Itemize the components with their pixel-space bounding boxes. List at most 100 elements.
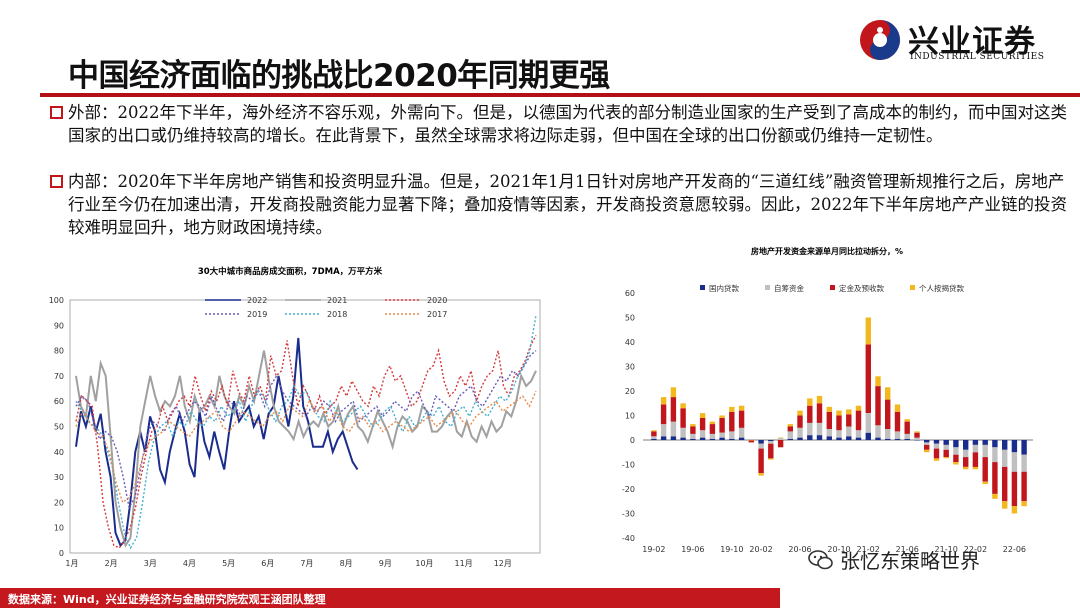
bar-segment <box>846 426 852 437</box>
bar-segment <box>660 397 667 405</box>
x-tick-label: 22-06 <box>1003 545 1026 554</box>
bar-segment <box>660 404 667 425</box>
y-tick-label: -20 <box>622 485 635 494</box>
bar-segment <box>651 436 657 439</box>
bar-segment <box>690 424 696 427</box>
bar-segment <box>826 436 832 440</box>
bar-segment <box>1002 449 1008 467</box>
chart-title: 房地产开发资金来源单月同比拉动拆分，% <box>751 246 903 256</box>
x-tick-label: 4月 <box>183 559 196 568</box>
bar-segment <box>670 397 677 422</box>
bar-segment <box>885 429 891 439</box>
legend-label: 2019 <box>247 310 267 319</box>
bar-segment <box>738 410 745 428</box>
bar-segment <box>875 437 881 440</box>
bar-segment <box>768 440 774 442</box>
housing-sales-line-chart: 30大中城市商品房成交面积，7DMA，万平方米 0 10 20 30 40 50 60 70 80… <box>49 266 541 568</box>
bar-segment <box>875 386 881 426</box>
bar-segment <box>963 449 969 458</box>
bar-segment <box>963 457 969 467</box>
series-line-2019 <box>75 350 537 510</box>
x-tick-label: 7月 <box>300 559 313 568</box>
bar-segment <box>777 437 784 439</box>
bar-segment <box>699 430 706 438</box>
bullet-external: 外部：2022年下半年，海外经济不容乐观，外需向下。但是，以德国为代表的部分制造… <box>50 101 1068 147</box>
bar-segment <box>953 447 959 455</box>
bar-segment <box>787 424 793 427</box>
bar-segment <box>1011 452 1018 472</box>
bar-segment <box>933 443 940 449</box>
bar-segment <box>963 440 969 450</box>
y-tick-label: 90 <box>54 321 64 330</box>
bar-segment <box>904 438 910 440</box>
bar-segment <box>992 447 998 462</box>
bar-segment <box>826 429 832 437</box>
y-tick-label: 60 <box>54 397 64 406</box>
footer: 数据来源：Wind，兴业证券经济与金融研究院宏观王涵团队整理 <box>0 588 1080 608</box>
bar-segment <box>885 387 891 400</box>
bar-segment <box>943 440 949 445</box>
bar-segment <box>660 436 667 440</box>
y-tick-label: -40 <box>622 534 635 543</box>
x-tick-label: 21-10 <box>935 545 958 554</box>
y-tick-label: 20 <box>625 387 635 396</box>
bar-segment <box>855 405 862 411</box>
logo-name-cn: 兴业证券 <box>908 24 1036 60</box>
bar-segment <box>855 410 862 431</box>
bullet-square-icon <box>50 106 63 119</box>
bullet-text: 内部：2020年下半年房地产销售和投资明显升温。但是，2021年1月1日针对房地… <box>68 172 1067 237</box>
bar-segment <box>972 466 979 470</box>
bar-segment <box>651 431 657 437</box>
legend-label: 2018 <box>327 310 347 319</box>
bar-segment <box>738 427 745 438</box>
bar-segment <box>719 432 725 438</box>
bar-segment <box>1002 440 1008 450</box>
bar-segment <box>1021 440 1027 455</box>
y-tick-label: 70 <box>54 372 64 381</box>
bar-segment <box>699 417 706 431</box>
x-tick-label: 6月 <box>261 559 274 568</box>
bar-segment <box>680 408 686 428</box>
bar-segment <box>758 448 764 474</box>
bar-segment <box>1002 466 1008 502</box>
bar-segment <box>797 437 803 440</box>
x-tick-label: 3月 <box>144 559 157 568</box>
watermark-text: 张忆东策略世界 <box>840 549 980 573</box>
bar-segment <box>748 440 754 443</box>
bar-segment <box>953 440 959 448</box>
bar-segment <box>758 473 764 476</box>
series-line-2018 <box>75 315 537 550</box>
bar-segment <box>914 432 920 438</box>
bar-segment <box>699 413 706 418</box>
x-tick-label: 21-02 <box>857 545 880 554</box>
x-tick-label: 22-02 <box>964 545 987 554</box>
x-tick-label: 20-06 <box>788 545 811 554</box>
wechat-icon <box>808 549 833 569</box>
bar-segment <box>709 424 716 434</box>
company-logo: 兴业证券 INDUSTRIAL SECURITIES <box>858 14 1068 66</box>
x-tick-label: 10月 <box>415 559 433 568</box>
bar-segment <box>651 430 657 432</box>
chart-title: 30大中城市商品房成交面积，7DMA，万平方米 <box>198 266 383 277</box>
bar-segment <box>719 415 725 418</box>
bar-segment <box>738 437 745 440</box>
bar-segment <box>865 432 871 440</box>
bar-segment <box>680 437 686 440</box>
y-tick-label: 40 <box>54 448 64 457</box>
wechat-watermark: 张忆东策略世界 <box>808 545 980 574</box>
bar-segment <box>709 433 716 439</box>
x-tick-label: 9月 <box>379 559 392 568</box>
bar-segment <box>768 441 774 444</box>
legend-label: 2020 <box>427 296 447 305</box>
x-tick-label: 20-10 <box>827 545 850 554</box>
logo-name-en: INDUSTRIAL SECURITIES <box>910 52 1045 62</box>
title-divider <box>40 93 1080 97</box>
y-tick-label: 30 <box>54 473 64 482</box>
bar-segment <box>972 444 979 453</box>
legend-swatch <box>700 285 705 290</box>
x-tick-label: 20-02 <box>749 545 772 554</box>
bar-segment <box>807 405 813 423</box>
bar-segment <box>1021 471 1027 502</box>
bar-segment <box>846 409 852 415</box>
bar-segment <box>933 458 940 461</box>
